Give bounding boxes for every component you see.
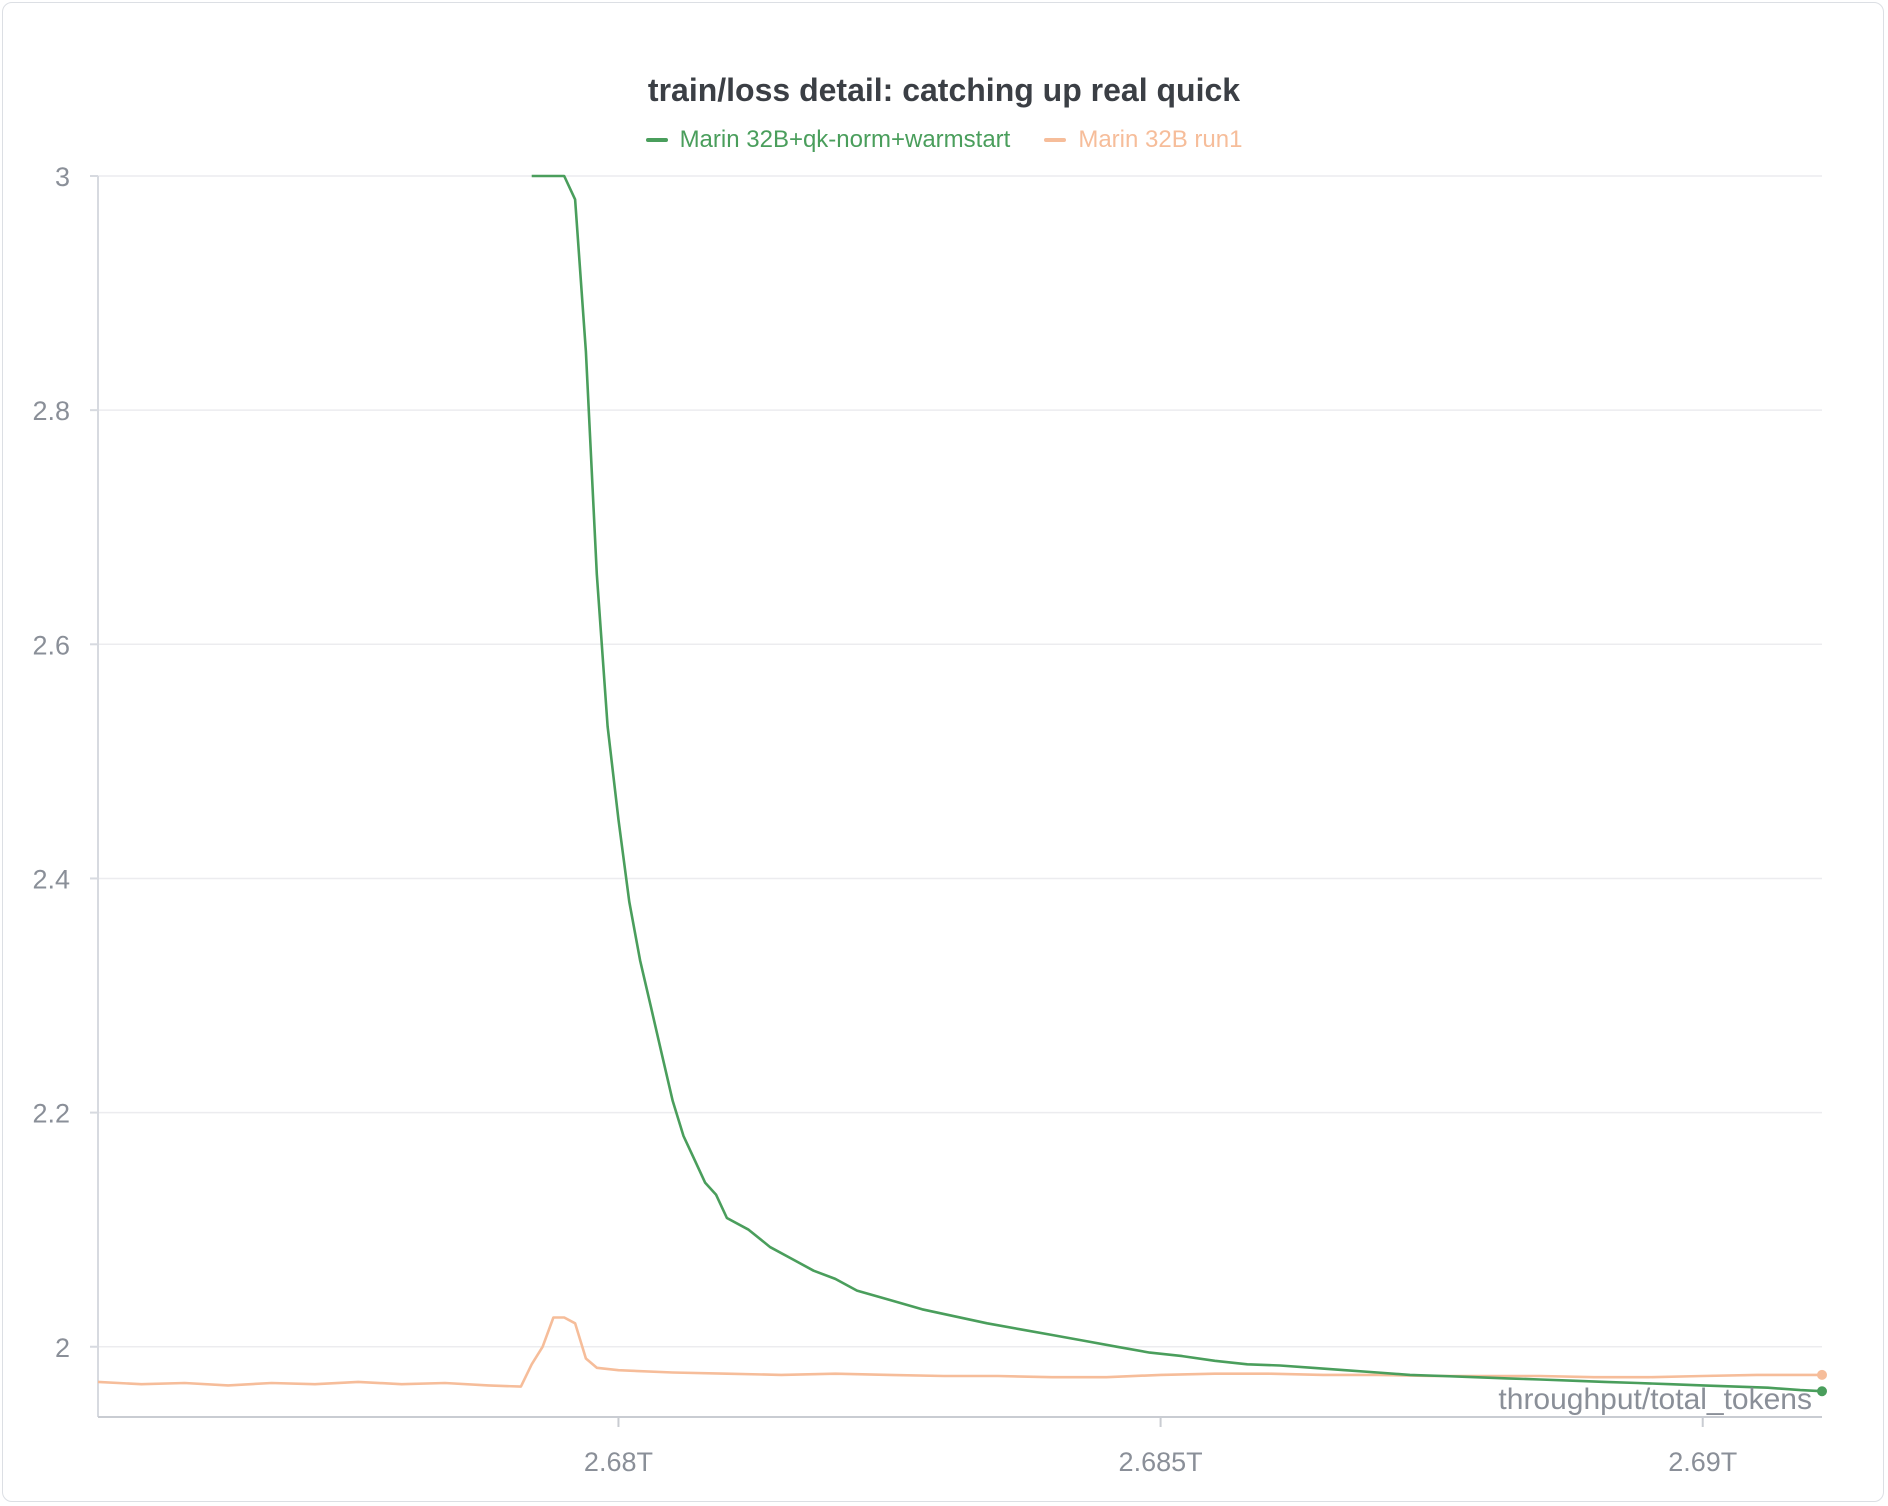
series-line-1[interactable] (97, 1316, 1822, 1388)
legend-swatch-run1 (1044, 138, 1067, 142)
x-tick-label-0: 2.68T (584, 1447, 653, 1477)
y-tick-label-2: 2.6 (32, 630, 70, 660)
y-axis-ticks: 3 2.8 2.6 2.4 2.2 2 (32, 162, 98, 1363)
y-tick-label-4: 2.2 (32, 1099, 70, 1129)
y-tick-label-3: 2.4 (32, 864, 70, 894)
x-tick-label-1: 2.685T (1119, 1447, 1203, 1477)
legend-item-warmstart[interactable]: Marin 32B+qk-norm+warmstart (645, 126, 1011, 154)
chart-title: train/loss detail: catching up real quic… (647, 72, 1241, 108)
x-axis-label: throughput/total_tokens (1498, 1383, 1812, 1416)
legend-swatch-warmstart (645, 138, 668, 142)
legend-label-warmstart: Marin 32B+qk-norm+warmstart (679, 126, 1011, 153)
legend-label-run1: Marin 32B run1 (1078, 126, 1243, 153)
series-lines (97, 174, 1827, 1397)
grid-lines (98, 175, 1822, 1348)
series-end-point-0 (1817, 1386, 1827, 1397)
chart-legend: Marin 32B+qk-norm+warmstart Marin 32B ru… (0, 126, 1888, 154)
x-tick-label-2: 2.69T (1668, 1447, 1737, 1477)
y-tick-label-5: 2 (55, 1333, 70, 1363)
x-axis-ticks: 2.68T 2.685T 2.69T (584, 1417, 1737, 1477)
series-line-0[interactable] (531, 174, 1823, 1393)
legend-item-run1[interactable]: Marin 32B run1 (1044, 126, 1242, 154)
y-tick-label-0: 3 (55, 162, 70, 192)
series-end-point-1 (1817, 1369, 1827, 1380)
y-tick-label-1: 2.8 (32, 396, 70, 426)
